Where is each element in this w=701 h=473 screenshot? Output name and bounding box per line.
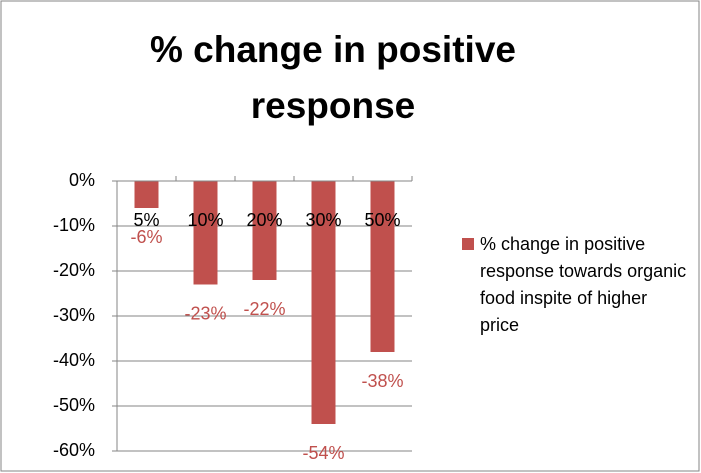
data-label: -23% — [184, 303, 226, 323]
legend-label: % change in positive response towards or… — [480, 234, 687, 335]
x-tick-label: 5% — [133, 210, 159, 230]
data-label: -54% — [302, 443, 344, 463]
legend-swatch — [462, 238, 474, 250]
y-tick-label: 0% — [69, 170, 95, 190]
x-tick-label: 30% — [305, 210, 341, 230]
y-tick-label: -50% — [53, 395, 95, 415]
x-tick-label: 10% — [187, 210, 223, 230]
bar — [370, 181, 395, 352]
bar — [134, 181, 159, 208]
y-tick-label: -30% — [53, 305, 95, 325]
bar — [252, 181, 277, 280]
y-tick-label: -10% — [53, 215, 95, 235]
x-tick-label: 20% — [246, 210, 282, 230]
data-label: -6% — [130, 227, 162, 247]
chart-title: % change in positive response — [150, 29, 516, 126]
x-tick-label: 50% — [364, 210, 400, 230]
y-tick-label: -40% — [53, 350, 95, 370]
bar — [311, 181, 336, 424]
y-tick-label: -60% — [53, 440, 95, 460]
data-label: -38% — [361, 371, 403, 391]
data-label: -22% — [243, 299, 285, 319]
y-tick-label: -20% — [53, 260, 95, 280]
bar — [193, 181, 218, 285]
